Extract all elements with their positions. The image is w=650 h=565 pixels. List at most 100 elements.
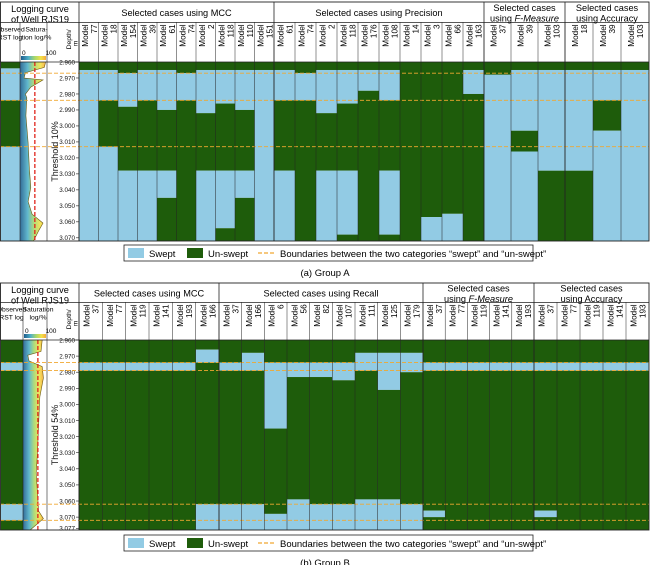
saturation-curve — [23, 61, 46, 242]
model-column-segment — [626, 340, 649, 363]
model-column-segment — [176, 73, 196, 101]
model-column-segment — [538, 170, 565, 241]
model-column-segment — [157, 62, 177, 70]
model-column-segment — [196, 113, 216, 171]
depth-tick-label: 3.050 — [59, 203, 75, 210]
model-column-segment — [195, 504, 219, 530]
model-column-segment — [626, 370, 649, 530]
model-column-segment — [98, 146, 118, 241]
model-column-segment — [593, 130, 621, 241]
depth-tick-label: 3.050 — [59, 482, 75, 489]
model-column-segment — [287, 362, 310, 378]
model-label-word: Model — [290, 304, 299, 326]
model-column-segment — [215, 62, 235, 70]
model-label-number: 74 — [307, 24, 316, 34]
group-title-line2: using Accuracy — [576, 14, 638, 24]
model-label-number: 82 — [322, 304, 331, 314]
model-column-segment — [421, 217, 442, 241]
group-title: Selected cases using MCC — [121, 8, 232, 18]
depth-tick-label: 3.010 — [59, 418, 75, 425]
model-label-number: 163 — [475, 24, 484, 38]
model-column-segment — [484, 74, 511, 242]
model-label-word: Model — [245, 304, 254, 326]
observed-log-segment — [1, 62, 20, 69]
model-column-segment — [400, 62, 421, 241]
model-column-segment — [125, 340, 149, 363]
model-column-segment — [125, 362, 149, 371]
model-column-segment — [421, 62, 442, 218]
model-label-word: Model — [256, 24, 265, 46]
model-column-segment — [467, 340, 490, 363]
depth-tick-label: 3.060 — [59, 498, 75, 505]
model-label-word: Model — [445, 24, 454, 46]
model-column-segment — [400, 504, 423, 530]
depth-tick-label: 3.030 — [59, 450, 75, 457]
model-column-segment — [379, 234, 400, 241]
model-column-segment — [489, 370, 512, 530]
model-label-number: 166 — [208, 304, 217, 318]
model-label-number: 18 — [109, 24, 118, 34]
model-label-word: Model — [426, 304, 435, 326]
model-column-segment — [215, 228, 235, 241]
model-column-segment — [79, 69, 99, 241]
model-column-segment — [445, 362, 468, 371]
model-label-number: 39 — [608, 24, 617, 34]
model-column-segment — [621, 62, 649, 70]
saturation-tick-max: 100 — [46, 328, 57, 335]
model-label-word: Model — [106, 304, 115, 326]
model-column-segment — [79, 62, 99, 70]
observed-header-line1: Observed — [0, 26, 25, 33]
model-label-word: Model — [139, 24, 148, 46]
panel-frame — [0, 1, 650, 242]
model-label-number: 119 — [138, 304, 147, 317]
model-label-number: 108 — [391, 24, 400, 38]
model-column-segment — [172, 362, 196, 371]
observed-log-segment — [1, 362, 23, 371]
legend-swept-swatch — [128, 538, 144, 548]
model-column-segment — [377, 340, 401, 353]
model-label-word: Model — [120, 24, 129, 46]
model-label-number: 166 — [254, 304, 263, 318]
model-label-number: 2 — [328, 24, 337, 29]
model-column-segment — [565, 62, 593, 70]
model-label-word: Model — [153, 304, 162, 326]
model-label-number: 2 — [207, 24, 216, 29]
model-column-segment — [196, 62, 216, 70]
saturation-colorbar — [24, 334, 46, 338]
model-column-segment — [580, 340, 603, 363]
model-column-segment — [79, 340, 103, 363]
log-header-line1: Logging curve — [11, 4, 69, 14]
model-label-word: Model — [544, 24, 553, 46]
model-column-segment — [98, 62, 118, 70]
model-label-number: 103 — [636, 24, 645, 38]
model-label-word: Model — [493, 304, 502, 326]
model-label-number: 39 — [526, 24, 535, 34]
model-column-segment — [309, 362, 333, 378]
model-column-segment — [603, 362, 626, 371]
model-label-number: 141 — [616, 304, 625, 318]
model-column-segment — [172, 340, 196, 363]
model-column-segment — [264, 340, 287, 363]
model-column-segment — [337, 170, 358, 235]
model-label-word: Model — [424, 24, 433, 46]
group-title-text: using — [444, 294, 469, 304]
group-title: Selected cases using Recall — [264, 289, 379, 299]
log-header-line2: of Well RJS19 — [11, 296, 69, 306]
model-column-segment — [484, 62, 511, 75]
model-column-segment — [511, 130, 538, 152]
model-label-word: Model — [448, 304, 457, 326]
model-label-number: 103 — [553, 24, 562, 38]
model-column-segment — [332, 362, 355, 381]
panel-frame — [0, 282, 650, 531]
model-column-segment — [98, 69, 118, 101]
model-label-word: Model — [313, 304, 322, 326]
depth-header-line2: m — [73, 320, 80, 326]
model-column-segment — [463, 93, 484, 241]
model-column-segment — [241, 352, 265, 371]
model-label-word: Model — [490, 24, 499, 46]
model-label-word: Model — [178, 24, 187, 46]
model-label-number: 176 — [370, 24, 379, 38]
model-column-segment — [295, 73, 316, 101]
model-label-number: 125 — [390, 304, 399, 318]
model-column-segment — [467, 362, 490, 371]
